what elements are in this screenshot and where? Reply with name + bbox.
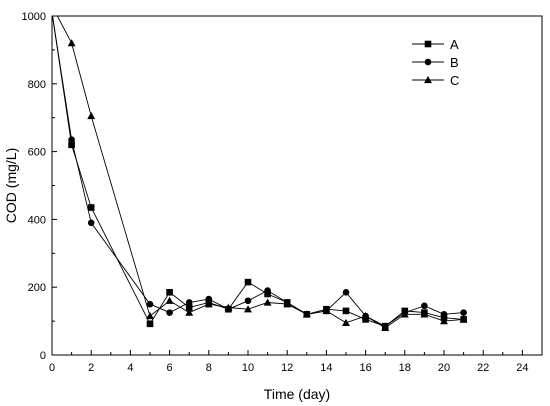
legend-marker bbox=[424, 40, 432, 48]
data-point-A bbox=[87, 204, 95, 211]
x-tick-label: 18 bbox=[399, 362, 411, 374]
data-point-C bbox=[381, 323, 390, 332]
plot-area bbox=[48, 2, 468, 332]
data-point-C bbox=[48, 2, 56, 9]
data-point-C bbox=[342, 318, 350, 326]
data-point-C bbox=[263, 298, 272, 306]
data-point-C bbox=[87, 112, 96, 120]
x-tick-label: 12 bbox=[281, 362, 293, 374]
data-point-C bbox=[146, 312, 154, 320]
x-tick-label: 4 bbox=[127, 362, 133, 374]
data-point-B bbox=[49, 9, 56, 16]
x-tick-label: 16 bbox=[359, 362, 371, 374]
data-point-C bbox=[185, 308, 194, 316]
data-point-B bbox=[146, 300, 154, 308]
y-tick-label: 600 bbox=[28, 147, 46, 159]
data-point-C bbox=[283, 300, 292, 308]
legend-label: B bbox=[450, 55, 459, 70]
data-point-C bbox=[420, 310, 429, 318]
y-tick-label: 200 bbox=[28, 282, 46, 294]
x-tick-label: 14 bbox=[320, 362, 332, 374]
x-axis-title: Time (day) bbox=[264, 386, 330, 402]
plot-frame bbox=[51, 15, 543, 356]
data-point-C bbox=[67, 39, 76, 47]
series-line-A bbox=[52, 16, 464, 327]
y-tick-label: 0 bbox=[40, 350, 46, 362]
data-point-A bbox=[166, 288, 173, 296]
x-tick-label: 20 bbox=[438, 362, 450, 374]
data-point-C bbox=[361, 312, 370, 320]
data-point-B bbox=[68, 136, 75, 144]
x-tick-label: 24 bbox=[516, 362, 528, 374]
data-point-B bbox=[205, 295, 213, 303]
data-point-A bbox=[68, 141, 75, 149]
x-tick-label: 2 bbox=[88, 362, 94, 374]
data-point-C bbox=[224, 303, 233, 311]
data-point-B bbox=[166, 309, 173, 316]
legend-label: C bbox=[450, 73, 459, 88]
legend-item-A: A bbox=[412, 37, 459, 52]
series-C bbox=[48, 2, 468, 332]
data-point-C bbox=[459, 315, 468, 323]
data-point-A bbox=[146, 320, 154, 328]
data-point-C bbox=[440, 317, 448, 325]
data-point-A bbox=[264, 290, 271, 298]
data-point-B bbox=[87, 219, 95, 227]
legend-marker bbox=[424, 58, 432, 66]
x-tick-label: 6 bbox=[167, 362, 173, 374]
data-point-A bbox=[342, 307, 350, 315]
data-point-C bbox=[244, 305, 252, 313]
x-tick-label: 8 bbox=[206, 362, 212, 374]
data-point-C bbox=[400, 310, 409, 318]
data-point-B bbox=[440, 311, 448, 318]
series-A bbox=[49, 9, 467, 330]
legend-label: A bbox=[450, 37, 459, 52]
x-tick-label: 10 bbox=[242, 362, 254, 374]
data-point-A bbox=[244, 278, 252, 286]
y-tick-label: 400 bbox=[28, 214, 46, 226]
legend-item-C: C bbox=[412, 73, 459, 88]
data-point-B bbox=[185, 299, 193, 306]
data-point-C bbox=[302, 310, 311, 318]
data-point-B bbox=[342, 288, 350, 296]
y-axis-title: COD (mg/L) bbox=[3, 148, 19, 223]
series-line-B bbox=[52, 16, 464, 327]
data-point-A bbox=[49, 9, 56, 16]
data-point-B bbox=[264, 287, 271, 294]
data-point-B bbox=[244, 297, 252, 305]
data-point-B bbox=[421, 302, 428, 310]
data-point-A bbox=[362, 316, 369, 323]
y-tick-label: 800 bbox=[28, 79, 46, 91]
data-point-C bbox=[165, 296, 174, 304]
series-line-C bbox=[56, 16, 464, 329]
data-point-C bbox=[204, 300, 213, 308]
series-B bbox=[49, 9, 467, 330]
y-tick-label: 1000 bbox=[22, 11, 46, 23]
data-point-B bbox=[460, 309, 467, 316]
legend-marker bbox=[424, 76, 432, 84]
x-tick-label: 22 bbox=[477, 362, 489, 374]
legend-item-B: B bbox=[412, 55, 459, 70]
data-point-C bbox=[322, 306, 331, 315]
data-point-A bbox=[185, 304, 193, 311]
legend: ABC bbox=[412, 37, 459, 88]
x-tick-label: 0 bbox=[49, 362, 55, 374]
